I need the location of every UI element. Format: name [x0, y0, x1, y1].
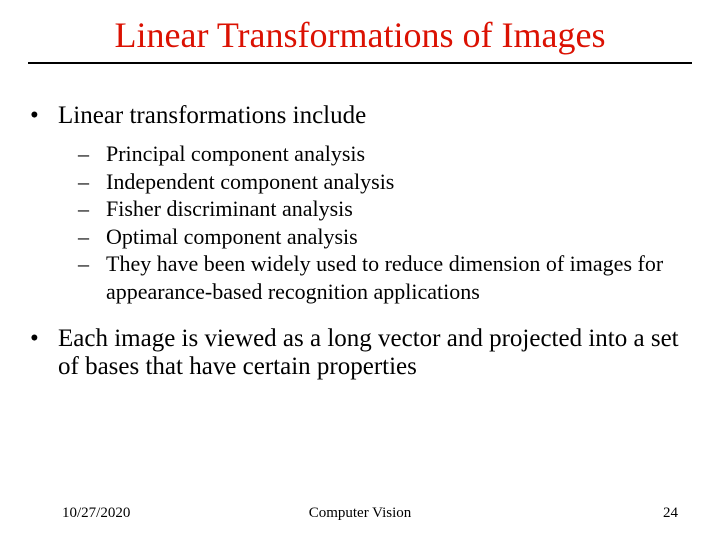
bullet-level2: – Principal component analysis	[30, 140, 690, 168]
bullet-text: Linear transformations include	[58, 102, 366, 130]
bullet-text: Fisher discriminant analysis	[106, 195, 690, 223]
footer-title: Computer Vision	[0, 505, 720, 522]
dash-marker: –	[78, 195, 106, 223]
dash-marker: –	[78, 140, 106, 168]
dash-marker: –	[78, 223, 106, 251]
bullet-marker: •	[30, 325, 58, 381]
dash-marker: –	[78, 250, 106, 305]
bullet-level2: – Independent component analysis	[30, 168, 690, 196]
bullet-text: Each image is viewed as a long vector an…	[58, 325, 690, 381]
slide-content: • Linear transformations include – Princ…	[0, 64, 720, 381]
bullet-level1: • Each image is viewed as a long vector …	[30, 325, 690, 381]
bullet-text: Independent component analysis	[106, 168, 690, 196]
bullet-level1: • Linear transformations include	[30, 102, 690, 130]
bullet-level2: – Fisher discriminant analysis	[30, 195, 690, 223]
bullet-text: They have been widely used to reduce dim…	[106, 250, 690, 305]
bullet-text: Principal component analysis	[106, 140, 690, 168]
bullet-text: Optimal component analysis	[106, 223, 690, 251]
footer-page-number: 24	[663, 505, 678, 522]
bullet-level2: – They have been widely used to reduce d…	[30, 250, 690, 305]
spacer	[30, 305, 690, 325]
slide-title: Linear Transformations of Images	[0, 0, 720, 62]
bullet-marker: •	[30, 102, 58, 130]
bullet-level2: – Optimal component analysis	[30, 223, 690, 251]
dash-marker: –	[78, 168, 106, 196]
